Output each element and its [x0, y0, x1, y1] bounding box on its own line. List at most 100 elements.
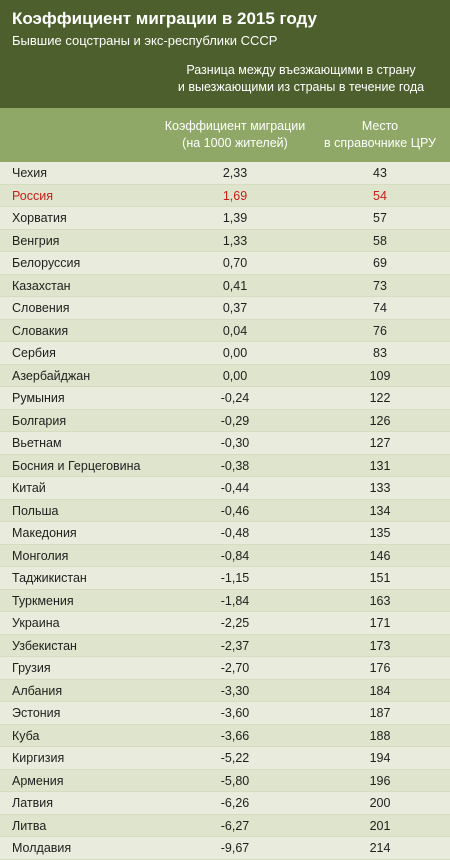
row-divider: [0, 858, 450, 860]
country-cell: Азербайджан: [12, 368, 91, 383]
row-divider: [0, 431, 450, 432]
coefficient-cell: 1,69: [222, 188, 248, 203]
rank-cell: 176: [369, 661, 391, 676]
table-row: Казахстан 0,41 73: [0, 274, 450, 297]
table-row: Македония -0,48 135: [0, 522, 450, 545]
rank-cell: 134: [369, 503, 391, 518]
rank-cell: 184: [369, 683, 391, 698]
rank-cell: 83: [373, 346, 387, 361]
coefficient-cell: -2,70: [220, 661, 250, 676]
country-cell: Латвия: [12, 796, 53, 811]
coefficient-cell: 1,39: [222, 211, 248, 226]
coefficient-cell: -1,15: [220, 571, 250, 586]
page-title: Коэффициент миграции в 2015 году: [12, 9, 318, 28]
country-cell: Польша: [12, 503, 59, 518]
coefficient-cell: -9,67: [220, 841, 250, 856]
table-row: Литва -6,27 201: [0, 814, 450, 837]
country-cell: Македония: [12, 526, 77, 541]
rank-cell: 188: [369, 728, 391, 743]
rank-cell: 163: [369, 593, 391, 608]
table-row: Китай -0,44 133: [0, 477, 450, 500]
table-row: Эстония -3,60 187: [0, 702, 450, 725]
row-divider: [0, 701, 450, 702]
rank-cell: 131: [369, 458, 391, 473]
row-divider: [0, 476, 450, 477]
table-row: Узбекистан -2,37 173: [0, 634, 450, 657]
country-cell: Сербия: [12, 346, 56, 361]
coefficient-cell: -3,30: [220, 683, 250, 698]
rank-cell: 74: [373, 301, 387, 316]
country-cell: Литва: [12, 818, 47, 833]
table-header: Коэффициент миграции в 2015 году Бывшие …: [0, 0, 450, 108]
rank-cell: 173: [369, 638, 391, 653]
coefficient-cell: -0,46: [220, 503, 250, 518]
table-row: Словакия 0,04 76: [0, 319, 450, 342]
coefficient-cell: 0,00: [222, 346, 248, 361]
country-cell: Вьетнам: [12, 436, 62, 451]
country-cell: Хорватия: [12, 211, 67, 226]
coefficient-cell: -2,25: [220, 616, 250, 631]
country-cell: Туркмения: [12, 593, 74, 608]
coefficient-cell: -3,60: [220, 706, 250, 721]
table-row: Туркмения -1,84 163: [0, 589, 450, 612]
row-divider: [0, 723, 450, 725]
country-cell: Белоруссия: [12, 256, 81, 271]
rank-cell: 187: [369, 706, 391, 721]
rank-cell: 200: [369, 796, 391, 811]
coefficient-cell: 2,33: [222, 166, 248, 181]
table-row: Венгрия 1,33 58: [0, 229, 450, 252]
coefficient-cell: -0,84: [220, 548, 250, 563]
rank-cell: 73: [373, 278, 387, 293]
row-divider: [0, 791, 450, 792]
rank-cell: 126: [369, 413, 391, 428]
country-cell: Армения: [12, 773, 64, 788]
coefficient-cell: -6,27: [220, 818, 250, 833]
row-divider: [0, 386, 450, 387]
country-cell: Румыния: [12, 391, 65, 406]
row-divider: [0, 678, 450, 680]
row-divider: [0, 656, 450, 657]
country-cell: Киргизия: [12, 751, 65, 766]
table-row: Сербия 0,00 83: [0, 342, 450, 365]
rank-cell: 151: [369, 571, 391, 586]
coefficient-cell: 1,33: [222, 233, 248, 248]
row-divider: [0, 363, 450, 365]
rank-cell: 214: [369, 841, 391, 856]
column-header-coefficient-line-1: Коэффициент миграции: [164, 119, 306, 133]
rank-cell: 57: [373, 211, 387, 226]
rank-cell: 43: [373, 166, 387, 181]
row-divider: [0, 228, 450, 230]
column-header-rank-line-2: в справочнике ЦРУ: [324, 136, 436, 150]
table-row: Монголия -0,84 146: [0, 544, 450, 567]
coefficient-cell: -6,26: [220, 796, 250, 811]
country-cell: Словакия: [12, 323, 69, 338]
rank-cell: 76: [373, 323, 387, 338]
table-row: Молдавия -9,67 214: [0, 837, 450, 860]
table-row: Белоруссия 0,70 69: [0, 252, 450, 275]
row-divider: [0, 318, 450, 320]
country-cell: Чехия: [12, 166, 48, 181]
coefficient-cell: -3,66: [220, 728, 250, 743]
coefficient-cell: 0,37: [222, 301, 248, 316]
table-row: Таджикистан -1,15 151: [0, 567, 450, 590]
table-row: Армения -5,80 196: [0, 769, 450, 792]
rank-cell: 133: [369, 481, 391, 496]
row-divider: [0, 633, 450, 635]
coefficient-cell: -0,30: [220, 436, 250, 451]
column-header-rank: Место в справочнике ЦРУ: [320, 118, 440, 152]
table-row: Босния и Герцеговина -0,38 131: [0, 454, 450, 477]
country-cell: Китай: [12, 481, 46, 496]
rank-cell: 69: [373, 256, 387, 271]
coefficient-cell: -0,44: [220, 481, 250, 496]
rank-cell: 196: [369, 773, 391, 788]
description-line-1: Разница между въезжающими в страну: [186, 63, 416, 77]
country-cell: Украина: [12, 616, 60, 631]
table-row: Россия 1,69 54: [0, 184, 450, 207]
country-cell: Куба: [12, 728, 40, 743]
row-divider: [0, 183, 450, 185]
country-cell: Грузия: [12, 661, 51, 676]
country-cell: Таджикистан: [12, 571, 87, 586]
row-divider: [0, 273, 450, 275]
table-row: Киргизия -5,22 194: [0, 747, 450, 770]
rank-cell: 201: [369, 818, 391, 833]
